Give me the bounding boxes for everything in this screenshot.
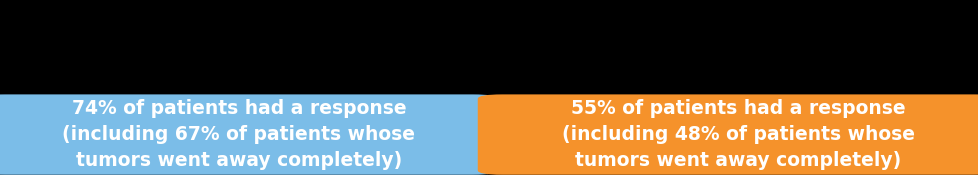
- FancyBboxPatch shape: [0, 94, 497, 175]
- Text: 55% of patients had a response
(including 48% of patients whose
tumors went away: 55% of patients had a response (includin…: [561, 99, 913, 170]
- FancyBboxPatch shape: [477, 94, 978, 175]
- Text: 74% of patients had a response
(including 67% of patients whose
tumors went away: 74% of patients had a response (includin…: [63, 99, 415, 170]
